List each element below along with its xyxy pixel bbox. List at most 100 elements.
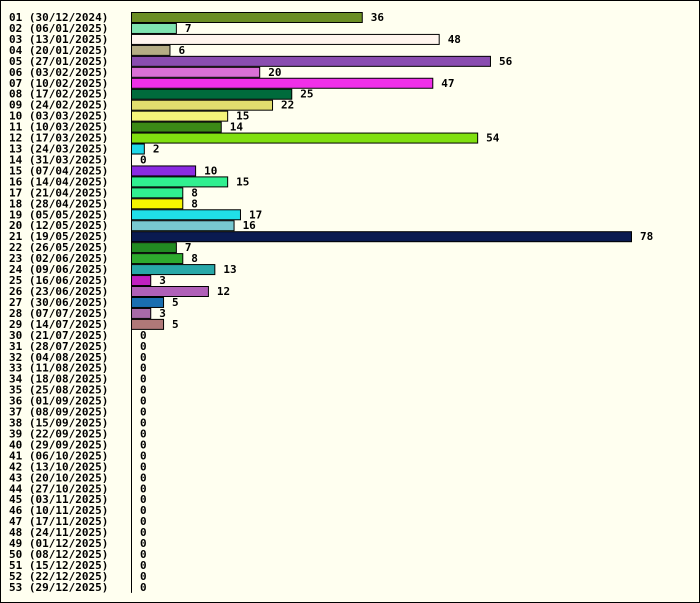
category-label: 21 (19/05/2025): [9, 230, 108, 243]
bar: [131, 275, 152, 287]
value-label: 0: [140, 427, 147, 440]
bar: [131, 165, 197, 177]
category-label: 09 (24/02/2025): [9, 99, 108, 112]
value-label: 47: [441, 77, 454, 90]
value-label: 3: [159, 274, 166, 287]
category-label: 51 (15/12/2025): [9, 559, 108, 572]
value-label: 0: [140, 406, 147, 419]
value-label: 0: [140, 395, 147, 408]
value-label: 20: [268, 66, 281, 79]
value-label: 0: [140, 504, 147, 517]
category-label: 16 (14/04/2025): [9, 175, 108, 188]
category-label: 37 (08/09/2025): [9, 406, 108, 419]
bar: [131, 318, 165, 330]
value-label: 6: [178, 44, 185, 57]
category-label: 03 (13/01/2025): [9, 33, 108, 46]
value-label: 0: [140, 329, 147, 342]
value-label: 0: [140, 384, 147, 397]
value-label: 5: [172, 318, 179, 331]
value-label: 12: [217, 285, 230, 298]
bar: [131, 132, 479, 144]
category-label: 48 (24/11/2025): [9, 526, 108, 539]
bar: [131, 198, 184, 210]
category-label: 42 (13/10/2025): [9, 460, 108, 473]
category-label: 33 (11/08/2025): [9, 362, 108, 375]
value-label: 16: [243, 219, 257, 232]
bar: [131, 176, 229, 188]
category-label: 45 (03/11/2025): [9, 493, 108, 506]
category-label: 05 (27/01/2025): [9, 55, 108, 68]
category-label: 08 (17/02/2025): [9, 88, 108, 101]
category-label: 04 (20/01/2025): [9, 44, 108, 57]
bar: [131, 209, 241, 221]
bar: [131, 88, 293, 100]
category-label: 39 (22/09/2025): [9, 427, 108, 440]
value-label: 7: [185, 241, 192, 254]
category-label: 34 (18/08/2025): [9, 373, 108, 386]
category-label: 22 (26/05/2025): [9, 241, 108, 254]
bar: [131, 307, 152, 319]
category-label: 11 (10/03/2025): [9, 121, 108, 134]
bar: [131, 66, 261, 78]
value-label: 0: [140, 340, 147, 353]
value-label: 0: [140, 153, 147, 166]
bar: [131, 33, 440, 45]
value-label: 8: [191, 186, 198, 199]
bar: [131, 44, 171, 56]
value-label: 15: [236, 175, 249, 188]
value-label: 0: [140, 526, 147, 539]
category-label: 46 (10/11/2025): [9, 504, 108, 517]
category-label: 47 (17/11/2025): [9, 515, 108, 528]
value-label: 0: [140, 471, 147, 484]
value-label: 25: [300, 88, 313, 101]
category-label: 13 (24/03/2025): [9, 143, 108, 156]
category-label: 52 (22/12/2025): [9, 570, 108, 583]
value-label: 0: [140, 460, 147, 473]
category-label: 06 (03/02/2025): [9, 66, 108, 79]
bar: [131, 286, 209, 297]
category-label: 28 (07/07/2025): [9, 307, 108, 320]
category-label: 29 (14/07/2025): [9, 318, 108, 331]
value-label: 78: [640, 230, 653, 243]
category-label: 43 (20/10/2025): [9, 471, 108, 484]
category-label: 19 (05/05/2025): [9, 208, 108, 221]
bar: [131, 110, 229, 122]
value-label: 7: [185, 22, 192, 35]
category-label: 25 (16/06/2025): [9, 274, 108, 287]
category-label: 26 (23/06/2025): [9, 285, 108, 298]
bar: [131, 55, 491, 67]
value-label: 0: [140, 559, 147, 572]
value-label: 0: [140, 362, 147, 375]
category-label: 23 (02/06/2025): [9, 252, 108, 265]
category-label: 36 (01/09/2025): [9, 395, 108, 408]
category-label: 40 (29/09/2025): [9, 438, 108, 451]
bar: [131, 242, 177, 254]
value-label: 36: [371, 11, 385, 24]
value-label: 0: [140, 515, 147, 528]
value-label: 0: [140, 449, 147, 462]
category-label: 38 (15/09/2025): [9, 417, 108, 430]
bar: [131, 12, 363, 23]
value-label: 17: [249, 208, 262, 221]
category-label: 07 (10/02/2025): [9, 77, 108, 90]
value-label: 0: [140, 417, 147, 430]
value-label: 15: [236, 110, 249, 123]
value-label: 0: [140, 373, 147, 386]
value-label: 5: [172, 296, 179, 309]
bar: [131, 187, 184, 199]
value-label: 56: [499, 55, 513, 68]
category-label: 32 (04/08/2025): [9, 351, 108, 364]
category-label: 44 (27/10/2025): [9, 482, 108, 495]
bar: [131, 220, 235, 232]
category-label: 35 (25/08/2025): [9, 384, 108, 397]
value-label: 8: [191, 252, 198, 265]
value-label: 0: [140, 570, 147, 583]
category-label: 02 (06/01/2025): [9, 22, 108, 35]
category-label: 27 (30/06/2025): [9, 296, 108, 309]
value-label: 0: [140, 537, 147, 550]
category-label: 49 (01/12/2025): [9, 537, 108, 550]
category-label: 17 (21/04/2025): [9, 186, 108, 199]
bar: [131, 143, 145, 155]
